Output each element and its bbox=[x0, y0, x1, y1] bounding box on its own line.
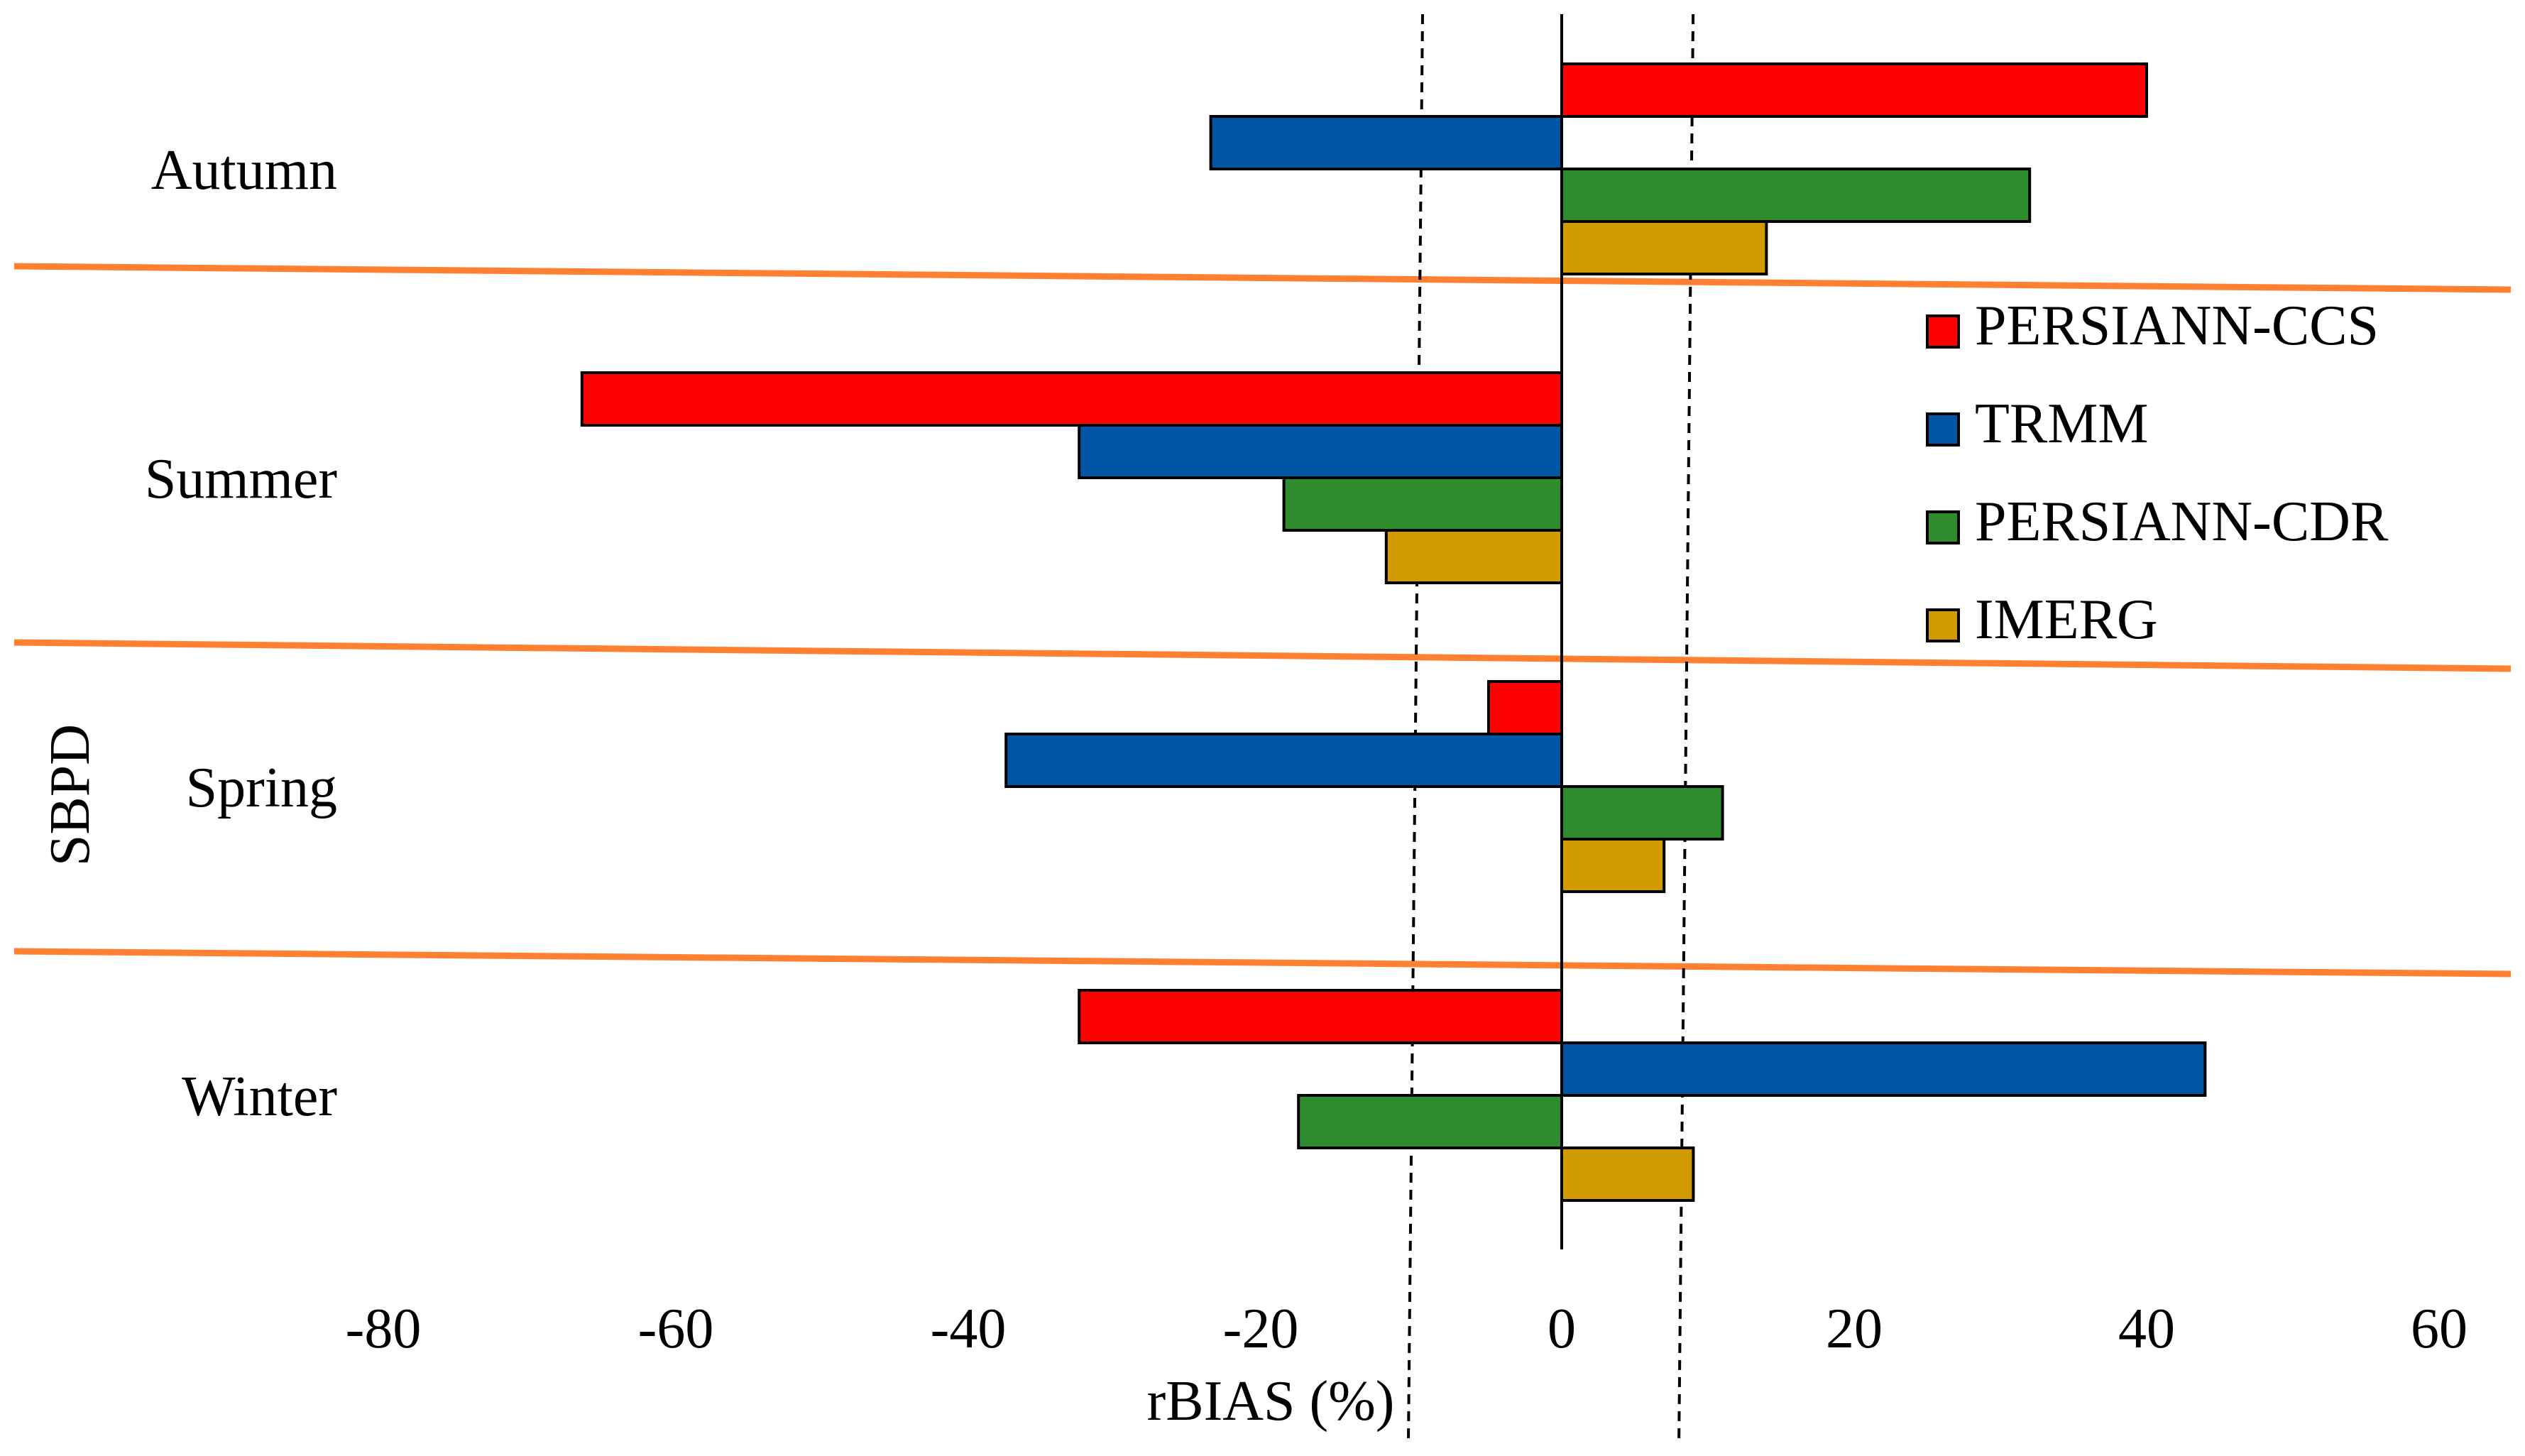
x-tick-label-60: -60 bbox=[638, 1298, 714, 1360]
legend-swatch-imerg bbox=[1926, 608, 1960, 642]
bar-spring-persiann-ccs bbox=[1487, 680, 1563, 735]
legend-swatch-persiann-ccs bbox=[1926, 314, 1960, 349]
bar-summer-persiann-ccs bbox=[580, 371, 1563, 427]
reference-line-10 bbox=[1407, 13, 1424, 1442]
bar-spring-persiann-cdr bbox=[1560, 785, 1724, 841]
bar-autumn-imerg bbox=[1560, 220, 1768, 275]
legend-label-trmm: TRMM bbox=[1975, 393, 2149, 455]
x-tick-label-0: 0 bbox=[1548, 1298, 1576, 1360]
x-tick-label-60: 60 bbox=[2411, 1298, 2468, 1360]
legend-swatch-persiann-cdr bbox=[1926, 510, 1960, 544]
legend: PERSIANN-CCS TRMM PERSIANN-CDR IMERG bbox=[1926, 295, 2389, 651]
x-tick-label-40: -40 bbox=[931, 1298, 1007, 1360]
bar-spring-trmm bbox=[1004, 733, 1563, 788]
season-separators bbox=[13, 263, 2512, 978]
bar-winter-imerg bbox=[1560, 1146, 1695, 1202]
bar-summer-imerg bbox=[1384, 529, 1564, 584]
x-tick-label-20: 20 bbox=[1826, 1298, 1883, 1360]
x-tick-label-80: -80 bbox=[346, 1298, 422, 1360]
category-label-autumn: Autumn bbox=[151, 139, 337, 202]
season-separator-2 bbox=[13, 639, 2512, 672]
category-label-summer: Summer bbox=[145, 448, 337, 510]
bars bbox=[580, 62, 2207, 1202]
category-label-winter: Winter bbox=[182, 1066, 337, 1128]
x-tick-labels: -80 -60 -40 -20 0 20 40 60 bbox=[346, 1298, 2468, 1360]
bar-autumn-trmm bbox=[1209, 115, 1563, 170]
legend-swatch-trmm bbox=[1926, 412, 1960, 447]
bar-autumn-persiann-ccs bbox=[1560, 62, 2148, 118]
category-labels: Autumn Summer Spring Winter bbox=[145, 139, 337, 1128]
bar-winter-persiann-ccs bbox=[1078, 989, 1563, 1044]
bar-summer-persiann-cdr bbox=[1282, 476, 1563, 532]
legend-label-imerg: IMERG bbox=[1975, 589, 2158, 651]
x-tick-label-40: 40 bbox=[2118, 1298, 2175, 1360]
season-separator-3 bbox=[13, 948, 2512, 978]
bar-winter-trmm bbox=[1560, 1041, 2207, 1097]
legend-label-persiann-ccs: PERSIANN-CCS bbox=[1975, 295, 2379, 357]
bar-spring-imerg bbox=[1560, 838, 1666, 893]
x-tick-label-20: -20 bbox=[1223, 1298, 1299, 1360]
bar-winter-persiann-cdr bbox=[1297, 1094, 1563, 1149]
bar-summer-trmm bbox=[1078, 424, 1563, 479]
bar-autumn-persiann-cdr bbox=[1560, 168, 2032, 223]
legend-label-persiann-cdr: PERSIANN-CDR bbox=[1975, 491, 2389, 553]
y-axis-label: SBPD bbox=[39, 724, 102, 866]
season-separator-1 bbox=[13, 263, 2512, 293]
x-axis-label: rBIAS (%) bbox=[1147, 1370, 1395, 1433]
category-label-spring: Spring bbox=[186, 757, 337, 819]
